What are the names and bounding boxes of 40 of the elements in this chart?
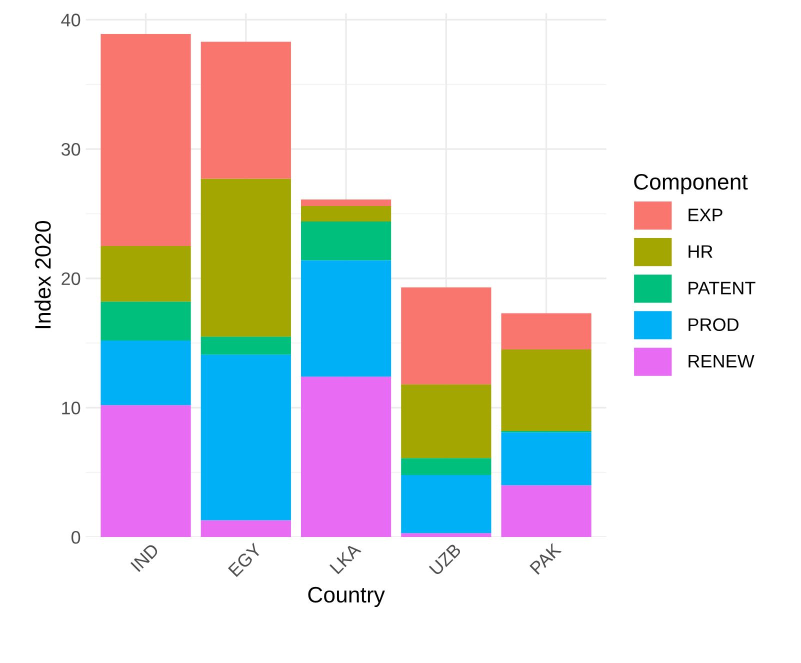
bar [100,302,191,340]
x-tick-label: UZB [428,543,462,576]
bar [401,533,492,538]
x-tick-label: LKA [330,542,362,574]
bar [300,260,392,377]
legend-label: PATENT [688,282,756,294]
y-tick-label: 30 [61,142,80,156]
bar [200,336,291,355]
bar [401,384,492,458]
bar [401,287,492,384]
bar [100,340,191,406]
bar [100,405,191,538]
legend-title: Component [634,174,748,194]
bar [501,313,592,350]
bar [300,199,392,206]
bar [300,221,392,260]
bar [200,42,291,179]
bar [200,178,291,337]
x-axis-title: Country [308,586,385,608]
x-tick-label: IND [130,542,160,572]
bar [501,350,592,431]
legend-label: HR [688,245,712,258]
y-tick-label: 20 [62,272,80,286]
y-tick-label: 0 [72,530,80,544]
bar [501,485,592,538]
bar [401,474,492,534]
legend-label: EXP [688,208,722,222]
y-tick-label: 10 [62,402,80,414]
bar [300,206,392,222]
y-tick-label: 40 [61,14,80,26]
bar [300,376,392,538]
bar [501,432,592,486]
bar [401,458,492,475]
legend-label: PROD [688,318,738,332]
bar [100,34,191,246]
y-axis-title: Index 2020 [34,221,51,328]
bar [200,354,291,520]
bar [200,520,291,538]
bar [100,246,191,302]
legend-label: RENEW [688,355,754,368]
